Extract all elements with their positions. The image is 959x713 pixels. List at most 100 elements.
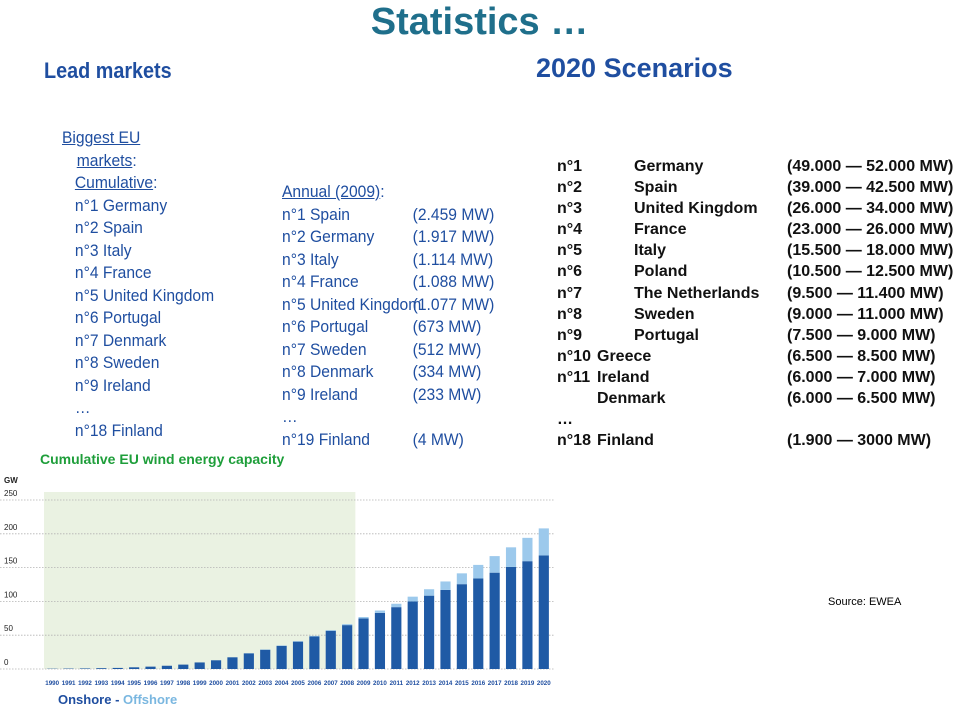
- page-title: Statistics …: [370, 1, 589, 43]
- annual-country: n°9 Ireland: [282, 384, 358, 404]
- scenario-country: Portugal: [634, 326, 699, 344]
- scenario-rank: n°8: [557, 305, 583, 323]
- x-tick-label: 1994: [111, 680, 125, 687]
- bar-onshore: [440, 589, 451, 669]
- cumulative-item: n°9 Ireland: [74, 375, 151, 395]
- annual-row: …: [282, 406, 421, 429]
- x-tick-label: 2012: [406, 680, 420, 687]
- chart-legend: Onshore - Offshore: [58, 692, 177, 707]
- x-tick-label: 2010: [373, 680, 387, 687]
- scenario-country: Italy: [634, 242, 667, 260]
- bar-offshore: [473, 564, 484, 579]
- chart-title: Cumulative EU wind energy capacity: [40, 451, 285, 467]
- bar-offshore: [407, 596, 418, 602]
- x-tick-label: 2007: [324, 680, 338, 687]
- annual-list: Annual (2009): n°1 Spain (2.459 MW) n°2 Ge…: [282, 181, 494, 452]
- biggest-markets-list: Biggest EU markets: Cumulative: n°1 Germ…: [62, 127, 214, 442]
- cumulative-item: n°3 Italy: [74, 240, 132, 260]
- bar-offshore: [456, 573, 467, 585]
- y-tick-label: 200: [4, 523, 18, 532]
- scenario-country: Ireland: [597, 368, 650, 386]
- scenario-value: (26.000 — 34.000 MW): [787, 200, 954, 218]
- cumulative-item: n°18 Finland: [74, 420, 163, 440]
- scenario-value: (15.500 — 18.000 MW): [787, 242, 954, 260]
- annual-country: n°5 United Kingdom: [282, 294, 422, 314]
- annual-row: n°9 Ireland (233 MW): [282, 384, 481, 407]
- annual-country: n°4 France: [282, 272, 359, 291]
- x-tick-label: 2001: [226, 680, 240, 687]
- bar-onshore: [538, 555, 549, 669]
- x-tick-label: 1997: [160, 680, 174, 687]
- scenario-country: Germany: [634, 158, 704, 175]
- annual-row: n°1 Spain (2.459 MW): [282, 204, 494, 227]
- scenario-rank: n°2: [557, 179, 583, 197]
- scenarios-heading: 2020 Scenarios: [536, 53, 733, 83]
- bar-onshore: [374, 612, 386, 669]
- bar-onshore: [522, 561, 533, 669]
- y-tick-label: 100: [4, 590, 18, 599]
- legend-onshore: Onshore: [58, 692, 112, 707]
- cumulative-item: n°2 Spain: [74, 218, 143, 237]
- scenario-value: (49.000 — 52.000 MW): [787, 158, 954, 175]
- x-tick-label: 1995: [127, 680, 141, 687]
- annual-row: n°5 United Kingdom (1.077 MW): [282, 294, 494, 317]
- scenario-rank: n°9: [557, 326, 583, 344]
- scenario-country: France: [634, 221, 687, 239]
- bar-onshore: [112, 667, 123, 669]
- x-tick-label: 2013: [422, 680, 436, 687]
- bar-offshore: [342, 624, 353, 626]
- annual-value: (334 MW): [412, 362, 482, 381]
- cumulative-items: n°1 Germany n°2 Spain n°3 Italy n°4 France n…: [62, 195, 214, 443]
- scenario-country: The Netherlands: [634, 284, 760, 302]
- scenario-country: Spain: [634, 179, 678, 197]
- bar-onshore: [210, 660, 222, 669]
- annual-row: n°2 Germany (1.917 MW): [282, 226, 494, 249]
- x-tick-label: 2008: [340, 680, 354, 687]
- bar-onshore: [145, 666, 156, 669]
- bar-offshore: [538, 528, 549, 556]
- x-tick-label: 2009: [357, 680, 371, 687]
- bar-onshore: [505, 566, 517, 669]
- bar-onshore: [407, 601, 418, 669]
- annual-row: n°7 Sweden (512 MW): [282, 339, 481, 362]
- annual-rows: n°1 Spain (2.459 MW) n°2 Germany (1.917 MW)…: [282, 204, 494, 452]
- y-axis-label: GW: [4, 476, 18, 485]
- bar-onshore: [473, 578, 484, 669]
- biggest-heading-line2: markets:: [76, 150, 137, 170]
- scenario-country: Sweden: [634, 305, 695, 323]
- scenario-country: Denmark: [597, 390, 666, 408]
- bar-offshore: [374, 610, 386, 613]
- scenario-value: (6.000 — 6.500 MW): [787, 390, 936, 408]
- legend-offshore: Offshore: [123, 692, 178, 707]
- x-tick-label: 2003: [258, 680, 272, 687]
- scenario-rank: n°4: [557, 221, 583, 239]
- bar-onshore: [456, 584, 467, 669]
- bar-onshore: [309, 636, 320, 669]
- cumulative-item: n°8 Sweden: [74, 353, 160, 372]
- scenario-rank: n°7: [557, 284, 583, 302]
- bar-onshore: [129, 667, 140, 669]
- x-tick-label: 2016: [471, 680, 485, 687]
- x-tick-label: 2019: [521, 680, 535, 687]
- annual-country: n°19 Finland: [282, 429, 371, 449]
- legend-separator: -: [111, 692, 124, 707]
- scenario-rank: …: [557, 411, 573, 429]
- bar-onshore: [194, 662, 205, 669]
- source-note: Source: EWEA: [828, 596, 902, 608]
- x-tick-label: 2015: [455, 680, 469, 687]
- bar-onshore: [424, 595, 435, 669]
- annual-value: (1.114 MW): [412, 249, 494, 269]
- annual-country: n°1 Spain: [282, 204, 351, 224]
- x-tick-label: 1999: [193, 680, 207, 687]
- bar-offshore: [522, 537, 533, 562]
- scenario-rank: n°6: [557, 263, 583, 281]
- scenario-country: Finland: [597, 432, 654, 450]
- cumulative-item: n°5 United Kingdom: [74, 285, 215, 305]
- x-tick-label: 2002: [242, 680, 256, 687]
- scenario-value: (9.000 — 11.000 MW): [787, 305, 944, 323]
- biggest-heading-line1: Biggest EU: [62, 128, 141, 147]
- x-tick-label: 2018: [504, 680, 518, 687]
- x-tick-label: 2004: [275, 680, 289, 687]
- x-tick-label: 1990: [45, 680, 59, 687]
- scenario-value: (9.500 — 11.400 MW): [787, 284, 944, 302]
